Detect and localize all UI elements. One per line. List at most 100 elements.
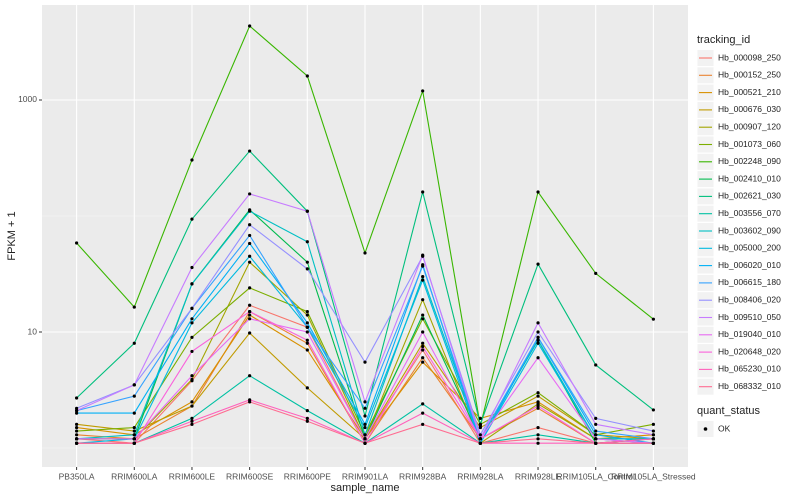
data-point	[594, 422, 598, 426]
legend-label: Hb_000907_120	[718, 121, 781, 131]
data-point	[248, 303, 252, 307]
data-point	[248, 254, 252, 258]
x-tick-label: RRIM600LA	[111, 471, 158, 481]
x-tick-label: PB350LA	[59, 471, 95, 481]
legend-label: Hb_008406_020	[718, 294, 781, 304]
legend-label: Hb_002621_030	[718, 191, 781, 201]
data-point	[305, 74, 309, 78]
data-point	[594, 416, 598, 420]
data-point	[536, 437, 540, 441]
data-point	[536, 321, 540, 325]
data-point	[536, 394, 540, 398]
x-tick-label: RRIM600LE	[169, 471, 216, 481]
data-point	[536, 356, 540, 360]
x-tick-label: RRIM928BA	[399, 471, 447, 481]
data-point	[132, 425, 136, 430]
data-point	[536, 433, 540, 437]
data-point	[305, 267, 309, 271]
data-point	[363, 425, 367, 430]
data-point	[478, 441, 482, 445]
data-point	[248, 209, 252, 213]
y-tick-label: 1000	[18, 94, 37, 104]
data-point	[421, 360, 425, 364]
data-point	[594, 429, 598, 433]
data-point	[305, 313, 309, 317]
data-point	[305, 338, 309, 342]
data-point	[536, 330, 540, 334]
legend-label: Hb_005000_200	[718, 243, 781, 253]
data-point	[594, 271, 598, 276]
data-point	[478, 416, 482, 420]
data-point	[190, 335, 194, 339]
legend-label: Hb_000152_250	[718, 70, 781, 80]
data-point	[305, 348, 309, 352]
data-point	[75, 411, 79, 415]
data-point	[651, 433, 655, 437]
data-point	[363, 422, 367, 426]
data-point	[305, 209, 309, 213]
legend-label: Hb_000521_210	[718, 87, 781, 97]
data-point	[421, 422, 425, 426]
data-point	[305, 419, 309, 423]
data-point	[421, 344, 425, 349]
data-point	[421, 356, 425, 360]
data-point	[305, 321, 309, 325]
data-point	[132, 411, 136, 415]
data-point	[594, 441, 598, 445]
data-point	[75, 422, 79, 426]
legend-title: quant_status	[697, 405, 760, 417]
data-point	[421, 313, 425, 317]
data-point	[305, 386, 309, 390]
data-point	[75, 437, 79, 441]
data-point	[75, 396, 79, 400]
data-point	[363, 251, 367, 255]
data-point	[190, 349, 194, 354]
y-tick-label: 10	[28, 326, 38, 336]
data-point	[190, 217, 194, 221]
data-point	[305, 409, 309, 413]
data-point	[363, 360, 367, 364]
data-point	[536, 406, 540, 410]
data-point	[651, 429, 655, 433]
data-point	[132, 341, 136, 345]
data-point	[190, 404, 194, 408]
data-point	[305, 309, 309, 314]
x-tick-label: RRIM600SE	[226, 471, 274, 481]
data-point	[421, 275, 425, 279]
data-point	[248, 233, 252, 238]
data-point	[190, 265, 194, 270]
data-point	[594, 363, 598, 367]
data-point	[536, 335, 540, 339]
data-point	[651, 441, 655, 445]
legend-swatch	[703, 427, 708, 431]
data-point	[75, 406, 79, 410]
data-point	[363, 406, 367, 410]
data-point	[190, 317, 194, 321]
data-point	[132, 394, 136, 398]
data-point	[190, 158, 194, 162]
legend-label: Hb_006020_010	[718, 260, 781, 270]
data-point	[75, 409, 79, 413]
data-point	[421, 411, 425, 415]
data-point	[421, 264, 425, 268]
data-point	[75, 429, 79, 433]
legend-label: Hb_019040_010	[718, 329, 781, 339]
data-point	[651, 317, 655, 321]
data-point	[305, 416, 309, 420]
x-axis-label: sample_name	[330, 482, 399, 494]
data-point	[248, 192, 252, 196]
data-point	[190, 282, 194, 286]
data-point	[305, 325, 309, 329]
data-point	[248, 286, 252, 290]
data-point	[421, 253, 425, 257]
data-point	[478, 433, 482, 437]
data-point	[421, 348, 425, 352]
data-point	[75, 241, 79, 245]
data-point	[536, 425, 540, 430]
data-point	[248, 313, 252, 317]
data-point	[594, 437, 598, 441]
data-point	[478, 422, 482, 426]
data-point	[421, 298, 425, 302]
data-point	[421, 402, 425, 406]
